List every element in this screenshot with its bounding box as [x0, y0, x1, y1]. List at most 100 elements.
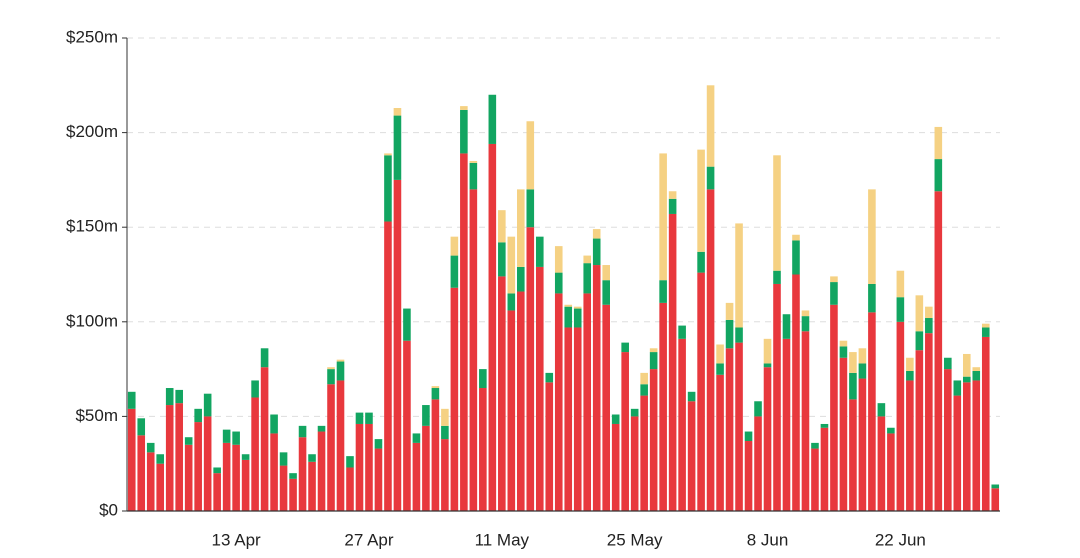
bar-segment — [697, 251, 705, 273]
bar-segment — [592, 229, 601, 239]
bar-segment — [725, 348, 734, 511]
bar-segment — [279, 465, 288, 511]
bar-segment — [346, 467, 354, 511]
bar-segment — [184, 437, 193, 445]
bar-segment — [896, 297, 905, 322]
bar-segment — [735, 327, 743, 343]
bar-segment — [915, 331, 924, 351]
bar-segment — [554, 293, 563, 511]
bar-segment — [934, 126, 943, 160]
bar-segment — [450, 287, 459, 511]
bar-segment — [498, 210, 506, 243]
bar-segment — [801, 331, 810, 511]
bar-segment — [868, 189, 876, 284]
bar-segment — [716, 363, 724, 375]
bar-segment — [687, 401, 696, 511]
bar-segment — [317, 431, 326, 511]
x-tick-label: 11 May — [475, 530, 530, 549]
bar-segment — [469, 189, 478, 512]
bar-segment — [630, 408, 639, 417]
bar-segment — [649, 369, 658, 511]
bar-segment — [981, 323, 990, 328]
y-tick-label: $0 — [99, 500, 118, 519]
bar-segment — [668, 198, 677, 214]
bar-segment — [811, 448, 819, 511]
bar-segment — [782, 314, 791, 339]
bar-segment — [175, 403, 183, 511]
bar-segment — [678, 338, 686, 511]
bar-segment — [697, 272, 705, 511]
bar-segment — [962, 353, 971, 377]
bar-segment — [602, 265, 610, 281]
bar-segment — [431, 386, 440, 389]
bar-segment — [906, 380, 914, 511]
bar-segment — [298, 437, 307, 511]
bar-segment — [953, 395, 962, 511]
y-tick-label: $100m — [66, 311, 118, 330]
bar-segment — [649, 348, 658, 353]
bar-segment — [289, 478, 297, 511]
bar-segment — [184, 444, 193, 511]
bar-segment — [981, 336, 990, 511]
bar-segment — [507, 310, 516, 511]
bar-segment — [232, 444, 240, 511]
bar-segment — [801, 310, 810, 317]
bar-segment — [621, 352, 629, 511]
bar-segment — [545, 382, 554, 511]
bar-segment — [403, 308, 411, 341]
bar-segment — [517, 266, 525, 292]
bar-segment — [488, 94, 497, 144]
bar-segment — [934, 159, 943, 192]
bar-segment — [232, 431, 240, 445]
bar-segment — [583, 255, 592, 264]
bar-segment — [962, 382, 971, 511]
bar-segment — [716, 344, 724, 364]
bar-segment — [763, 338, 772, 364]
bar-segment — [602, 304, 610, 511]
bar-segment — [839, 357, 848, 511]
bar-segment — [725, 319, 734, 349]
bar-segment — [175, 389, 183, 404]
bar-segment — [365, 423, 373, 511]
bar-segment — [507, 293, 516, 311]
bar-segment — [564, 304, 573, 307]
bar-segment — [241, 454, 250, 460]
bar-segment — [944, 369, 952, 511]
bar-segment — [706, 166, 715, 190]
y-tick-label: $50m — [75, 406, 118, 425]
bar-segment — [469, 162, 478, 190]
y-tick-label: $250m — [66, 27, 118, 46]
bar-segment — [849, 399, 857, 511]
bar-segment — [611, 423, 620, 511]
bar-segment — [659, 302, 667, 511]
bar-segment — [213, 467, 221, 474]
bar-segment — [127, 391, 136, 409]
bar-segment — [393, 179, 402, 511]
bar-segment — [934, 191, 943, 511]
bar-segment — [944, 357, 952, 370]
bar-segment — [403, 340, 411, 511]
bar-segment — [868, 312, 876, 511]
bar-segment — [308, 454, 316, 462]
bar-segment — [460, 153, 468, 512]
bar-segment — [820, 423, 829, 428]
bar-segment — [925, 333, 933, 511]
bar-segment — [820, 427, 829, 511]
bar-segment — [422, 425, 430, 511]
bar-segment — [830, 282, 838, 305]
bar-segment — [336, 380, 345, 511]
bar-segment — [630, 416, 639, 511]
bar-segment — [374, 439, 383, 449]
bar-segment — [355, 423, 364, 511]
bar-segment — [906, 357, 914, 371]
bar-segment — [517, 291, 525, 511]
bar-segment — [868, 283, 876, 313]
bar-segment — [830, 276, 838, 283]
bar-segment — [450, 255, 459, 288]
bar-segment — [659, 280, 667, 303]
bar-segment — [441, 408, 449, 426]
bar-segment — [279, 452, 288, 466]
bar-segment — [431, 388, 440, 400]
bar-segment — [498, 276, 506, 511]
bar-segment — [336, 361, 345, 381]
